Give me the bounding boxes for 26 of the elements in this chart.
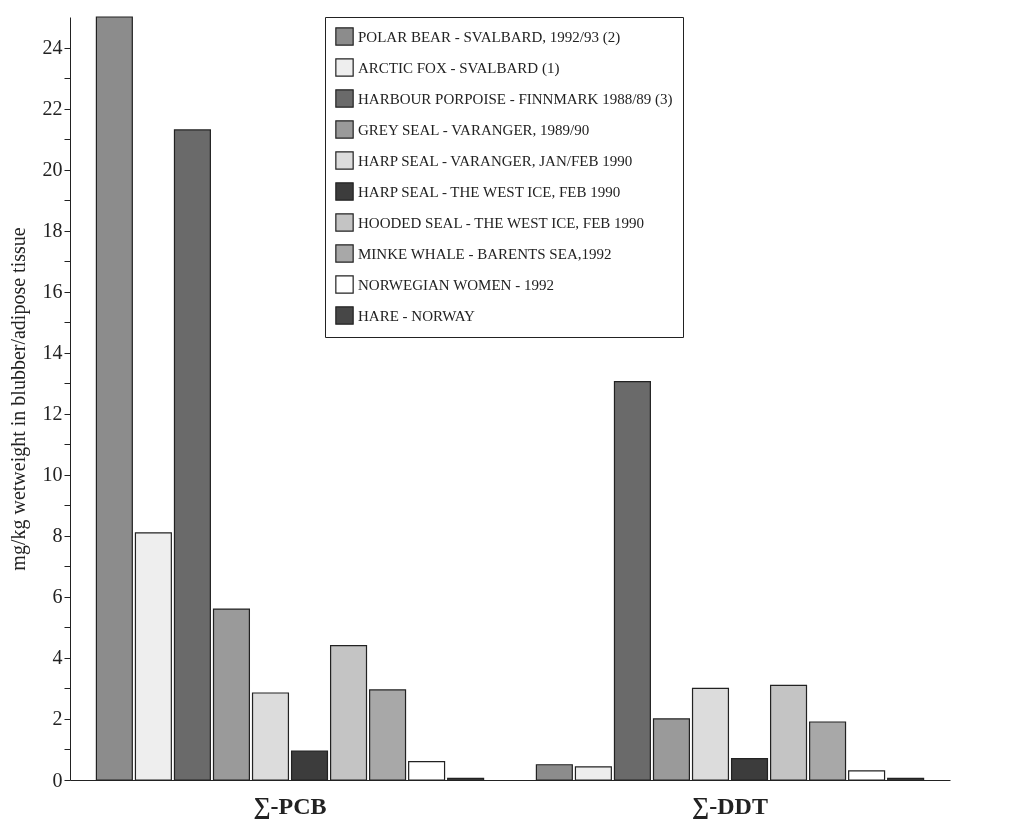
y-tick-label: 14 — [42, 341, 63, 364]
legend-label: HOODED SEAL - THE WEST ICE, FEB 1990 — [358, 214, 645, 231]
legend-label: HARP SEAL - THE WEST ICE, FEB 1990 — [358, 183, 621, 200]
y-tick-label: 20 — [42, 158, 63, 181]
y-tick-label: 12 — [42, 402, 63, 425]
legend-label: GREY SEAL - VARANGER, 1989/90 — [358, 121, 590, 138]
y-tick-label: 8 — [52, 524, 63, 547]
legend-label: MINKE WHALE - BARENTS SEA,1992 — [358, 245, 612, 262]
legend-label: POLAR BEAR - SVALBARD, 1992/93 (2) — [358, 28, 621, 46]
y-tick-label: 6 — [52, 585, 63, 608]
legend-label: HARP SEAL - VARANGER, JAN/FEB 1990 — [358, 152, 633, 169]
legend-label: ARCTIC FOX - SVALBARD (1) — [358, 59, 560, 77]
y-tick-label: 22 — [42, 97, 63, 120]
x-tick-label: ∑-PCB — [253, 792, 327, 820]
y-tick-label: 10 — [42, 463, 63, 486]
x-tick-label: ∑-DDT — [692, 792, 768, 820]
y-tick-label: 16 — [42, 280, 63, 303]
y-tick-label: 2 — [52, 707, 63, 730]
y-axis-title: mg/kg wetweight in blubber/adipose tissue — [6, 227, 30, 571]
legend-label: NORWEGIAN WOMEN - 1992 — [358, 276, 554, 293]
y-tick-label: 24 — [42, 36, 63, 59]
legend-label: HARE - NORWAY — [358, 307, 476, 324]
legend-label: HARBOUR PORPOISE - FINNMARK 1988/89 (3) — [358, 90, 673, 108]
y-tick-label: 4 — [52, 646, 63, 669]
y-tick-label: 0 — [52, 768, 63, 791]
y-tick-label: 18 — [42, 219, 63, 242]
